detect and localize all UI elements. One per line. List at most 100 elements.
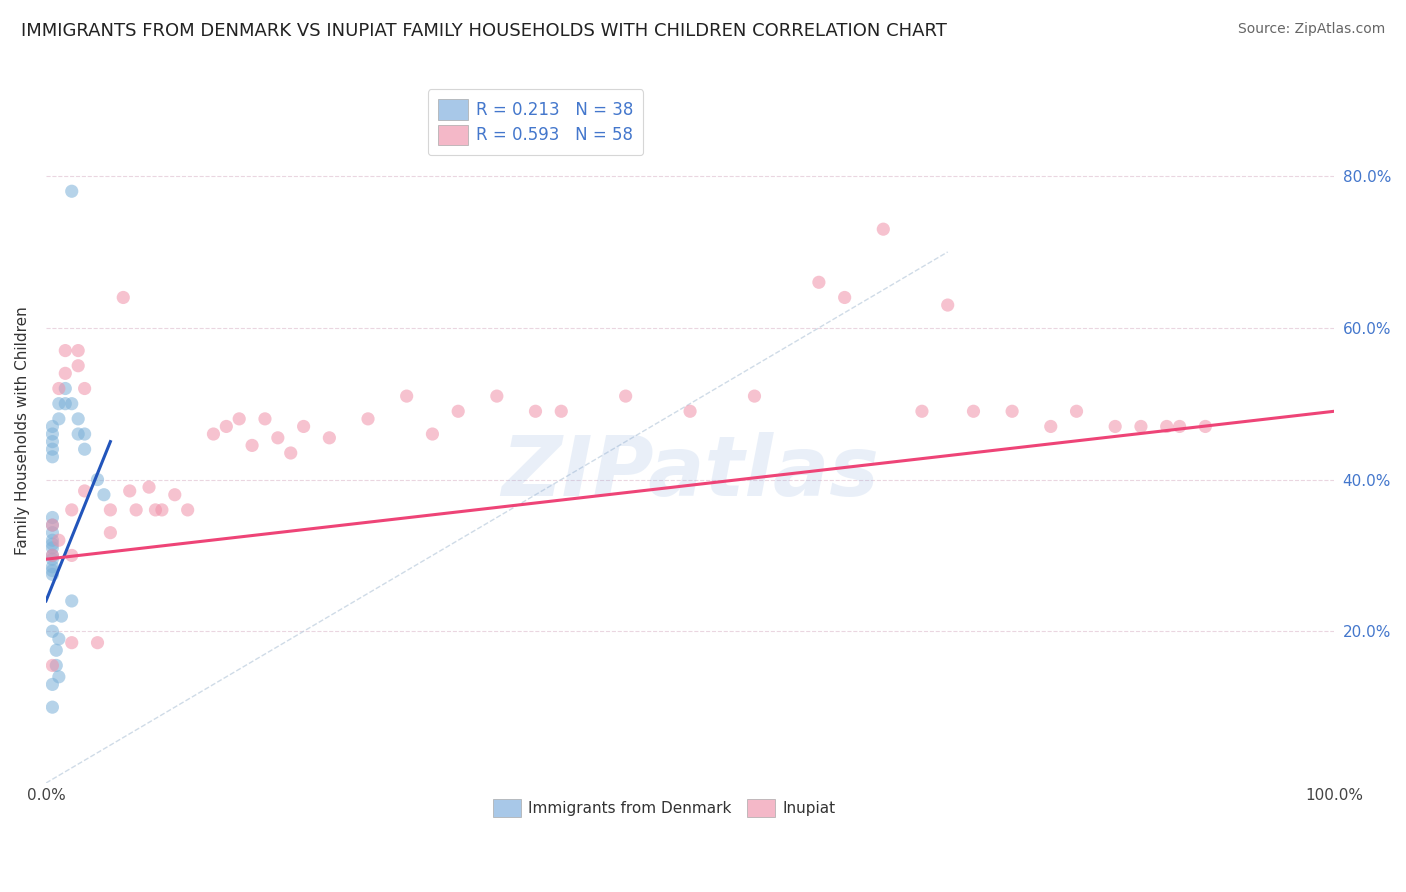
Point: [240, 438, 263, 452]
Point: [962, 404, 984, 418]
Point: [41, 549, 63, 563]
Point: [228, 412, 250, 426]
Point: [41, 700, 63, 714]
Point: [744, 389, 766, 403]
Point: [53, 343, 76, 358]
Point: [1066, 404, 1088, 418]
Legend: Immigrants from Denmark, Inupiat: Immigrants from Denmark, Inupiat: [485, 791, 844, 825]
Point: [41, 677, 63, 691]
Text: ZIPatlas: ZIPatlas: [501, 432, 879, 513]
Point: [45, 658, 67, 673]
Point: [48, 382, 70, 396]
Point: [41, 518, 63, 533]
Point: [41, 552, 63, 566]
Point: [41, 559, 63, 574]
Point: [807, 275, 830, 289]
Point: [60, 635, 83, 649]
Point: [41, 510, 63, 524]
Point: [41, 442, 63, 457]
Point: [48, 412, 70, 426]
Point: [93, 488, 115, 502]
Point: [1129, 419, 1152, 434]
Point: [163, 488, 186, 502]
Point: [202, 427, 225, 442]
Point: [834, 290, 856, 304]
Point: [41, 427, 63, 442]
Point: [48, 670, 70, 684]
Point: [45, 643, 67, 657]
Point: [51, 609, 73, 624]
Point: [447, 404, 470, 418]
Point: [41, 658, 63, 673]
Point: [125, 503, 148, 517]
Point: [395, 389, 418, 403]
Point: [936, 298, 959, 312]
Point: [118, 483, 141, 498]
Point: [53, 367, 76, 381]
Point: [48, 533, 70, 548]
Point: [41, 541, 63, 555]
Point: [60, 503, 83, 517]
Point: [911, 404, 934, 418]
Point: [100, 503, 122, 517]
Point: [60, 594, 83, 608]
Point: [1001, 404, 1024, 418]
Y-axis label: Family Households with Children: Family Households with Children: [15, 306, 30, 555]
Text: Source: ZipAtlas.com: Source: ZipAtlas.com: [1237, 22, 1385, 37]
Point: [41, 525, 63, 540]
Point: [73, 483, 96, 498]
Point: [41, 624, 63, 639]
Point: [41, 533, 63, 548]
Point: [1194, 419, 1216, 434]
Point: [550, 404, 572, 418]
Point: [48, 397, 70, 411]
Point: [41, 434, 63, 449]
Point: [138, 480, 160, 494]
Point: [73, 382, 96, 396]
Point: [614, 389, 637, 403]
Point: [485, 389, 508, 403]
Point: [41, 609, 63, 624]
Point: [253, 412, 276, 426]
Point: [60, 549, 83, 563]
Point: [86, 473, 108, 487]
Point: [1168, 419, 1191, 434]
Point: [1156, 419, 1178, 434]
Point: [215, 419, 238, 434]
Point: [318, 431, 340, 445]
Point: [60, 184, 83, 198]
Point: [41, 549, 63, 563]
Point: [41, 450, 63, 464]
Point: [1104, 419, 1126, 434]
Point: [67, 412, 90, 426]
Point: [41, 537, 63, 551]
Point: [41, 564, 63, 578]
Point: [872, 222, 894, 236]
Point: [267, 431, 290, 445]
Point: [67, 359, 90, 373]
Point: [422, 427, 444, 442]
Point: [280, 446, 302, 460]
Point: [53, 382, 76, 396]
Point: [41, 518, 63, 533]
Point: [48, 632, 70, 646]
Point: [292, 419, 315, 434]
Point: [60, 397, 83, 411]
Point: [73, 442, 96, 457]
Point: [41, 419, 63, 434]
Point: [100, 525, 122, 540]
Point: [357, 412, 380, 426]
Point: [86, 635, 108, 649]
Point: [524, 404, 547, 418]
Point: [112, 290, 135, 304]
Point: [41, 567, 63, 582]
Point: [150, 503, 173, 517]
Point: [145, 503, 167, 517]
Point: [67, 343, 90, 358]
Point: [67, 427, 90, 442]
Point: [73, 427, 96, 442]
Text: IMMIGRANTS FROM DENMARK VS INUPIAT FAMILY HOUSEHOLDS WITH CHILDREN CORRELATION C: IMMIGRANTS FROM DENMARK VS INUPIAT FAMIL…: [21, 22, 948, 40]
Point: [176, 503, 198, 517]
Point: [1039, 419, 1062, 434]
Point: [53, 397, 76, 411]
